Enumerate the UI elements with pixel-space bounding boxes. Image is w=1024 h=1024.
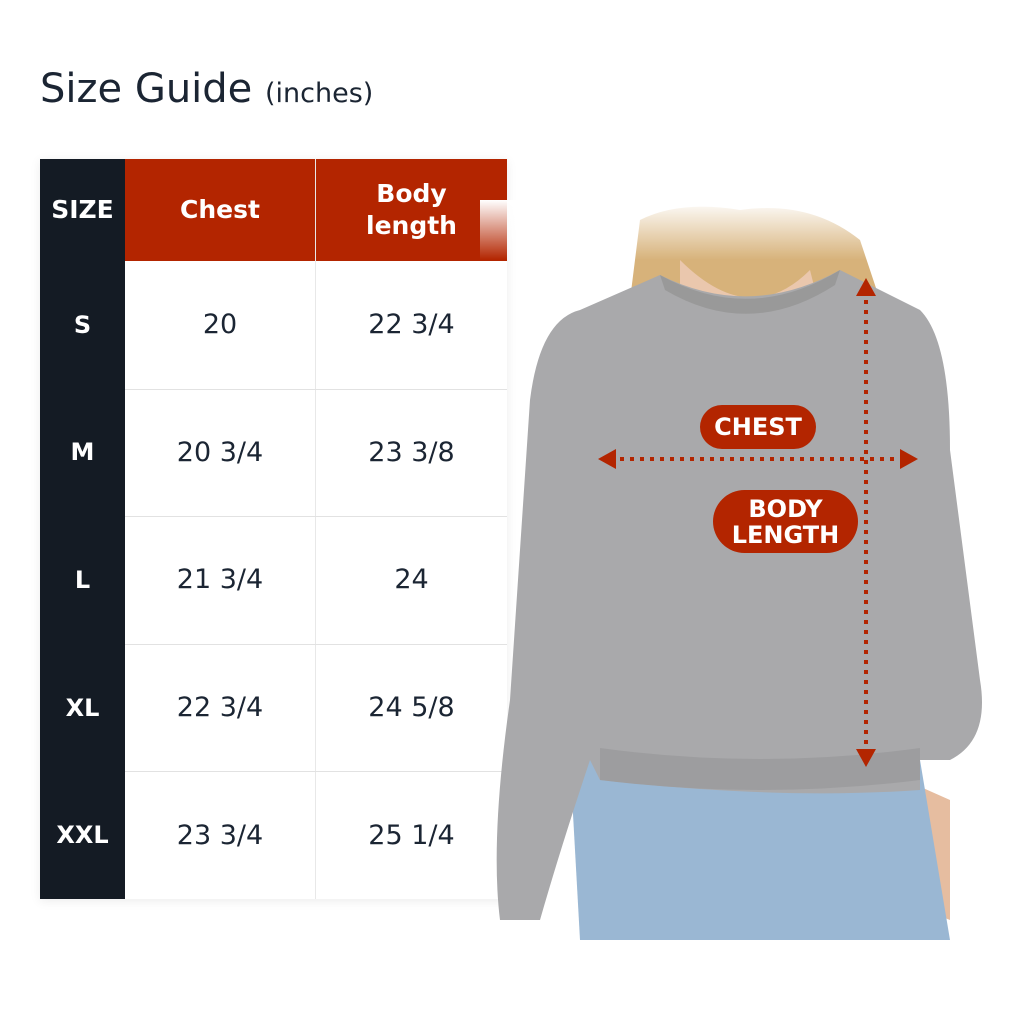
body-length-label-line2: LENGTH [731,520,840,549]
row-divider [125,643,507,645]
header-size: SIZE [40,159,125,261]
size-column [40,159,125,899]
body-length-label-line1: BODY [748,494,823,523]
cell-chest: 22 3/4 [176,692,264,724]
header-body-length: Body length [316,159,507,261]
cell-chest: 20 [202,309,238,341]
cell-size: M [70,438,95,467]
cell-size: XL [65,693,100,722]
cell-size: S [73,310,92,339]
header-chest: Chest [125,159,315,261]
chest-measure-arrow [598,449,918,469]
body-length-label: BODY LENGTH [713,490,858,553]
row-divider [125,516,507,518]
header-body-length-line1: Body [376,179,447,208]
cell-body-length: 24 [394,564,429,596]
cell-body-length: 25 1/4 [368,819,455,851]
cell-body-length: 23 3/8 [368,436,455,468]
chest-label: CHEST [700,405,816,449]
chest-label-text: CHEST [714,413,802,441]
model-image [480,200,1024,940]
row-divider [125,771,507,773]
cell-size: XXL [56,821,109,850]
cell-body-length: 24 5/8 [368,692,455,724]
cell-chest: 23 3/4 [176,819,264,851]
header-chest-label: Chest [180,195,260,224]
title-unit: (inches) [265,78,374,109]
cell-chest: 21 3/4 [176,564,264,596]
body-length-measure-arrow [856,278,876,767]
header-size-label: SIZE [51,195,114,224]
header-body-length-line2: length [366,211,457,240]
cell-size: L [74,565,91,594]
sweatshirt-illustration: CHEST BODY LENGTH [480,200,1024,960]
size-table: SIZE Chest Body length S 20 22 3/4 M 20 3/4 2… [40,159,507,899]
column-divider [315,159,316,899]
title-main: Size Guide [40,66,253,112]
row-divider [125,388,507,390]
cell-body-length: 22 3/4 [368,309,455,341]
cell-chest: 20 3/4 [176,436,264,468]
page-title: Size Guide (inches) [40,66,373,112]
